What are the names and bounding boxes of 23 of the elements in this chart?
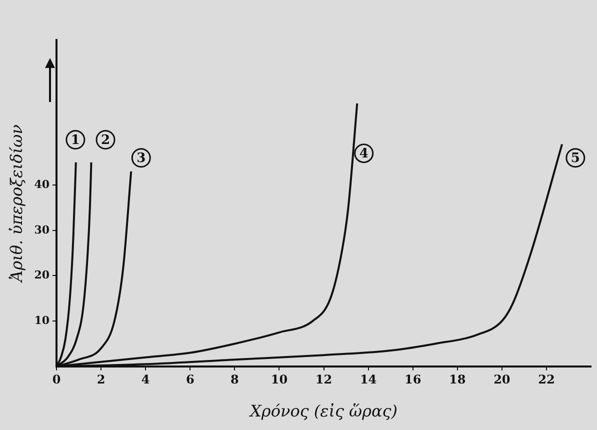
x-axis-title: Χρόνος (εἰς ὥρας) — [248, 402, 398, 421]
annotation: 2 — [100, 133, 110, 148]
x-tick-label: 16 — [404, 372, 422, 387]
x-tick-label: 6 — [186, 372, 194, 387]
y-tick-label: 40 — [34, 178, 50, 191]
x-tick-label: 12 — [315, 372, 332, 387]
x-tick-label: 20 — [494, 372, 510, 387]
x-tick-label: 18 — [449, 372, 466, 387]
x-tick-label: 10 — [270, 372, 288, 387]
y-axis-title: Ἀριθ. ὑπεροξειδίων — [6, 124, 26, 284]
annotation: 4 — [359, 146, 368, 162]
x-tick-label: 8 — [230, 372, 239, 387]
x-tick-label: 4 — [141, 372, 150, 387]
annotation: 3 — [136, 151, 146, 166]
annotation: 5 — [570, 151, 580, 166]
y-tick-label: 20 — [34, 268, 50, 282]
y-tick-label: 10 — [34, 314, 50, 327]
x-tick-label: 14 — [360, 372, 377, 387]
y-tick-label: 30 — [34, 223, 50, 236]
annotation: 1 — [70, 133, 80, 148]
x-tick-label: 22 — [538, 372, 555, 387]
x-tick-label: 2 — [96, 372, 106, 387]
x-tick-label: 0 — [52, 372, 61, 387]
